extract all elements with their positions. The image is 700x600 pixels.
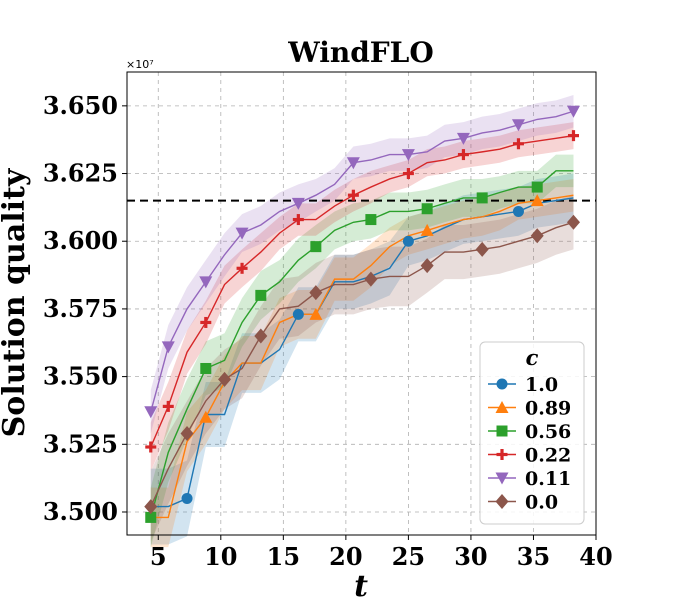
marker-series-5 [309, 285, 323, 301]
legend: c 1.00.890.560.220.110.0 [479, 341, 585, 525]
marker-series-4 [511, 119, 525, 132]
marker-series-0 [181, 492, 193, 504]
marker-series-3 [347, 189, 359, 201]
marker-series-0 [292, 308, 304, 320]
y-tick-label: 3.625 [43, 159, 118, 188]
chart-title: WindFLO [287, 36, 433, 69]
marker-series-1 [530, 194, 544, 207]
legend-entries: 1.00.890.560.220.110.0 [488, 374, 571, 514]
line-series-2 [150, 170, 574, 518]
legend-label: 0.56 [525, 421, 571, 443]
marker-series-0 [512, 205, 524, 217]
x-tick-label: 20 [329, 542, 362, 571]
axis-ticks: 5 10 15 20 25 30 35 40 3.500 3.525 3.550 3.575 3.600… [43, 91, 613, 571]
legend-title: c [526, 345, 539, 370]
x-tick-label: 40 [579, 542, 612, 571]
marker-series-4 [235, 227, 249, 240]
marker-series-2 [145, 511, 157, 523]
plot-frame [126, 71, 597, 536]
marker-series-1 [309, 307, 323, 320]
y-tick-label: 3.525 [43, 429, 118, 458]
marker-series-2 [421, 203, 433, 215]
marker-series-4 [456, 132, 470, 145]
marker-series-3 [145, 441, 157, 453]
series-lines [150, 110, 574, 519]
band-series-3 [150, 122, 574, 472]
y-axis-multiplier: ×10⁷ [126, 58, 154, 71]
legend-marker [496, 378, 508, 390]
y-tick-label: 3.550 [43, 362, 118, 391]
band-series-0 [150, 173, 574, 545]
marker-series-5 [475, 241, 489, 257]
line-series-3 [150, 134, 574, 448]
y-tick-label: 3.650 [43, 91, 118, 120]
marker-series-1 [420, 223, 434, 236]
legend-marker [496, 425, 508, 437]
marker-series-4 [401, 149, 415, 162]
marker-series-5 [530, 228, 544, 244]
marker-series-3 [162, 400, 174, 412]
confidence-bands [150, 95, 574, 548]
marker-series-4 [161, 341, 175, 354]
y-tick-label: 3.575 [43, 294, 118, 323]
marker-series-3 [236, 262, 248, 274]
marker-series-3 [512, 138, 524, 150]
legend-label: 0.89 [525, 398, 571, 420]
marker-series-2 [365, 214, 377, 226]
x-axis-label: t [354, 569, 368, 600]
band-series-2 [150, 154, 574, 548]
marker-series-4 [144, 406, 158, 419]
marker-series-3 [200, 316, 212, 328]
marker-series-2 [531, 181, 543, 193]
marker-series-4 [346, 157, 360, 170]
marker-series-2 [255, 289, 267, 301]
line-series-0 [150, 197, 574, 508]
marker-series-4 [199, 276, 213, 289]
x-tick-label: 10 [204, 542, 237, 571]
legend-label: 0.0 [525, 492, 558, 514]
x-tick-label: 30 [454, 542, 487, 571]
x-tick-label: 5 [150, 542, 167, 571]
legend-label: 0.11 [525, 468, 571, 490]
x-tick-label: 25 [392, 542, 425, 571]
legend-marker [495, 494, 509, 509]
legend-label: 1.0 [525, 374, 558, 396]
marker-series-3 [457, 149, 469, 161]
marker-series-5 [180, 425, 194, 441]
band-series-5 [150, 195, 574, 542]
y-tick-label: 3.500 [43, 497, 118, 526]
marker-series-5 [364, 271, 378, 287]
line-series-4 [150, 110, 574, 412]
marker-series-4 [291, 197, 305, 210]
marker-series-1 [199, 410, 213, 423]
legend-label: 0.22 [525, 445, 571, 467]
x-tick-label: 15 [267, 542, 300, 571]
marker-series-5 [420, 258, 434, 274]
series-markers [144, 105, 580, 523]
marker-series-0 [402, 235, 414, 247]
marker-series-5 [144, 499, 158, 515]
marker-series-3 [292, 214, 304, 226]
marker-series-2 [476, 192, 488, 204]
y-axis-label: Solution quality [0, 167, 32, 437]
marker-series-2 [310, 241, 322, 253]
line-series-1 [150, 194, 574, 519]
legend-marker [495, 472, 509, 485]
marker-series-2 [200, 362, 212, 374]
legend-marker [496, 449, 508, 460]
legend-marker [495, 401, 509, 413]
marker-series-5 [218, 371, 232, 387]
band-series-1 [150, 178, 574, 548]
band-series-4 [150, 95, 574, 434]
marker-series-3 [567, 130, 579, 142]
marker-series-5 [566, 214, 580, 230]
y-tick-label: 3.600 [43, 226, 118, 255]
x-tick-label: 35 [517, 542, 550, 571]
marker-series-3 [402, 168, 414, 180]
marker-series-4 [566, 105, 580, 118]
marker-series-5 [254, 328, 268, 344]
